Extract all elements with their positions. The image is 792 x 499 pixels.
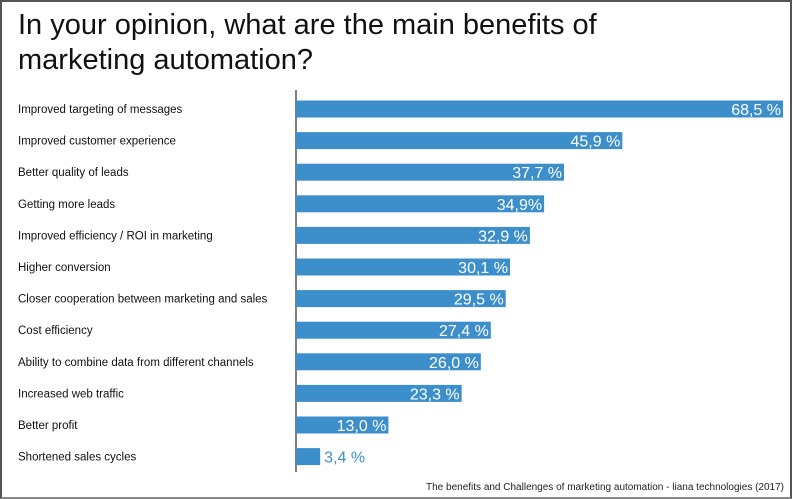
category-label: Cost efficiency [18,325,93,337]
data-label: 13,0 % [337,418,387,435]
source-caption: The benefits and Challenges of marketing… [426,482,784,493]
category-label: Better profit [18,420,78,432]
chart-title: In your opinion, what are the main benef… [18,9,597,76]
bar [296,448,321,466]
bar [296,353,481,371]
data-label: 26,0 % [429,355,479,372]
bar [296,163,565,181]
bar [296,226,530,244]
data-label: 27,4 % [439,323,489,340]
data-label: 29,5 % [454,292,504,309]
bar [296,416,389,434]
category-label: Improved targeting of messages [18,104,183,116]
data-label: 23,3 % [410,386,460,403]
bar [296,195,545,213]
bar [296,132,623,150]
data-label: 37,7 % [512,165,562,182]
bar [296,258,510,276]
category-label: Improved customer experience [18,136,176,148]
category-label: Improved efficiency / ROI in marketing [18,230,213,242]
category-label: Getting more leads [18,199,115,211]
category-label: Closer cooperation between marketing and… [18,294,268,306]
data-label: 68,5 % [731,102,781,119]
data-label: 32,9 % [478,228,528,245]
data-label: 30,1 % [458,260,508,277]
bar [296,100,783,118]
bar [296,321,491,339]
bar [296,290,506,308]
category-label: Shortened sales cycles [18,452,137,464]
data-label: 45,9 % [571,134,621,151]
category-label: Higher conversion [18,262,111,274]
bar [296,384,462,402]
category-label: Ability to combine data from different c… [18,357,254,369]
data-label: 34,9% [497,197,542,214]
data-label: 3,4 % [324,450,365,467]
category-label: Better quality of leads [18,167,129,179]
category-label: Increased web traffic [18,388,124,400]
